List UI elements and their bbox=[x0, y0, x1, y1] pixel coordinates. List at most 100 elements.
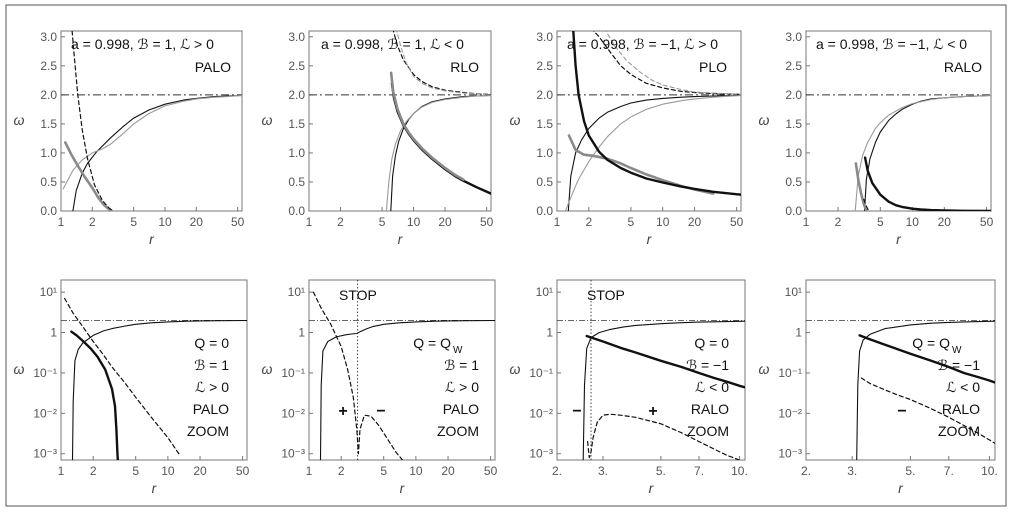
series-line-dashed-gray bbox=[396, 31, 491, 95]
x-tick-label: 1 bbox=[554, 215, 561, 229]
y-tick-label: 1.0 bbox=[785, 146, 802, 160]
series-line-dashed-black bbox=[71, 31, 115, 211]
annotation-text: PALO bbox=[195, 59, 231, 75]
y-tick-label: 1.5 bbox=[40, 117, 57, 131]
y-tick-label: 1 bbox=[795, 326, 802, 340]
annotation-text: Q = Q bbox=[912, 335, 950, 351]
x-tick-label: 1 bbox=[58, 215, 65, 229]
panel-p5: 1 2 5 10 20 50 10¹ 1 10⁻¹ 10⁻² 10⁻³ r ω Q = 0 ℬ = 1 ℒ >… bbox=[14, 279, 250, 496]
annotation-text: ℬ = −1 bbox=[686, 357, 729, 373]
series-line-thin-black bbox=[582, 320, 745, 460]
plot-frame bbox=[60, 30, 243, 212]
x-axis-label: r bbox=[400, 480, 406, 496]
series-line-thick-gray bbox=[389, 71, 465, 181]
series-line-thick-black bbox=[585, 334, 745, 389]
annotation-text: Q = 0 bbox=[194, 335, 229, 351]
sign-marker: + bbox=[338, 403, 347, 420]
annotation-text: Q = Q bbox=[413, 335, 451, 351]
series-line-thick-gray bbox=[64, 141, 114, 211]
y-tick-label: 1.5 bbox=[785, 117, 802, 131]
y-axis-label: ω bbox=[262, 361, 273, 377]
x-tick-label: 50 bbox=[980, 215, 994, 229]
y-tick-label: 10⁻³ bbox=[529, 447, 553, 461]
annotation-text: ZOOM bbox=[187, 423, 229, 439]
annotation-text: ℒ < 0 bbox=[695, 379, 729, 395]
y-tick-label: 0.0 bbox=[536, 204, 553, 218]
panel-p6: 1 2 5 10 20 50 10¹ 1 10⁻¹ 10⁻² 10⁻³ r ω STOP Q = Q Wℬ =… bbox=[262, 279, 498, 496]
x-tick-label: 5 bbox=[877, 215, 884, 229]
y-tick-label: 2.0 bbox=[785, 88, 802, 102]
y-tick-label: 10¹ bbox=[536, 285, 553, 299]
panel-p8: 2. 3. 5. 7. 10. 10¹ 1 10⁻¹ 10⁻² 10⁻³ r ω Q = Q Wℬ = −… bbox=[759, 279, 998, 496]
y-tick-label: 2.0 bbox=[288, 88, 305, 102]
y-tick-label: 1.0 bbox=[40, 146, 57, 160]
x-tick-label: 2 bbox=[585, 215, 592, 229]
annotation-text: RALO bbox=[944, 59, 982, 75]
series-line-thick-black bbox=[858, 334, 995, 384]
x-tick-label: 10 bbox=[656, 215, 670, 229]
x-tick-label: 3. bbox=[598, 464, 608, 478]
x-tick-label: 10. bbox=[981, 464, 998, 478]
x-tick-label: 10. bbox=[731, 464, 748, 478]
y-tick-label: 3.0 bbox=[288, 30, 305, 44]
y-tick-label: 1 bbox=[50, 326, 57, 340]
sign-marker: − bbox=[897, 403, 906, 420]
x-tick-label: 1 bbox=[58, 464, 65, 478]
series-line-thin-black bbox=[319, 319, 495, 460]
y-axis-label: ω bbox=[510, 112, 521, 128]
series-line-thin-black bbox=[71, 319, 247, 460]
x-tick-label: 10 bbox=[906, 215, 920, 229]
y-tick-label: 10⁻³ bbox=[281, 447, 305, 461]
annotation-text: ZOOM bbox=[938, 423, 980, 439]
annotation-text: RLO bbox=[450, 59, 479, 75]
y-tick-label: 10⁻³ bbox=[33, 447, 57, 461]
series-line-thick-gray bbox=[854, 162, 868, 211]
x-axis-label: r bbox=[647, 231, 653, 247]
annotation-text: PALO bbox=[443, 401, 479, 417]
x-tick-label: 50 bbox=[231, 215, 245, 229]
y-tick-label: 1.5 bbox=[536, 117, 553, 131]
y-tick-label: 10⁻¹ bbox=[529, 366, 553, 380]
annotation-text: ZOOM bbox=[437, 423, 479, 439]
annotation-text: ℒ > 0 bbox=[445, 379, 479, 395]
y-axis-label: ω bbox=[14, 112, 25, 128]
annotation-text: a = 0.998, ℬ = 1, ℒ > 0 bbox=[71, 36, 214, 52]
annotation-text: a = 0.998, ℬ = −1, ℒ > 0 bbox=[567, 36, 718, 52]
annotation-text: W bbox=[453, 345, 463, 356]
series-line-dashed-black bbox=[312, 291, 404, 460]
plot-frame bbox=[805, 30, 992, 212]
x-tick-label: 5 bbox=[628, 215, 635, 229]
y-tick-label: 10⁻³ bbox=[778, 447, 802, 461]
x-tick-label: 10 bbox=[158, 215, 172, 229]
x-tick-label: 50 bbox=[484, 464, 498, 478]
annotation-text: STOP bbox=[339, 287, 377, 303]
y-tick-label: 2.5 bbox=[288, 59, 305, 73]
x-tick-label: 10 bbox=[409, 464, 423, 478]
y-tick-label: 0.0 bbox=[288, 204, 305, 218]
x-axis-label: r bbox=[398, 231, 404, 247]
y-tick-label: 2.0 bbox=[536, 88, 553, 102]
x-axis-label: r bbox=[152, 480, 158, 496]
y-tick-label: 1.0 bbox=[536, 146, 553, 160]
x-tick-label: 2 bbox=[90, 464, 97, 478]
x-axis-label: r bbox=[149, 231, 155, 247]
annotation-text: a = 0.998, ℬ = 1, ℒ < 0 bbox=[321, 36, 464, 52]
series-line-thick-black bbox=[572, 31, 741, 196]
x-tick-label: 50 bbox=[730, 215, 744, 229]
annotation-text: ℬ = 1 bbox=[194, 357, 229, 373]
y-tick-label: 2.5 bbox=[40, 59, 57, 73]
plot-frame bbox=[805, 279, 996, 461]
plot-frame bbox=[308, 30, 492, 212]
x-tick-label: 2 bbox=[337, 215, 344, 229]
annotation-text: ℒ > 0 bbox=[195, 379, 229, 395]
series-line-thin-gray bbox=[854, 94, 991, 211]
y-tick-label: 10⁻¹ bbox=[778, 366, 802, 380]
sign-marker: + bbox=[648, 403, 657, 420]
y-tick-label: 1 bbox=[546, 326, 553, 340]
series-line-dashed-black bbox=[860, 377, 995, 444]
x-tick-label: 20 bbox=[688, 215, 702, 229]
annotation-text: STOP bbox=[587, 287, 625, 303]
y-tick-label: 10⁻² bbox=[33, 406, 57, 420]
figure-border bbox=[5, 4, 1007, 507]
annotation-text: PALO bbox=[193, 401, 229, 417]
